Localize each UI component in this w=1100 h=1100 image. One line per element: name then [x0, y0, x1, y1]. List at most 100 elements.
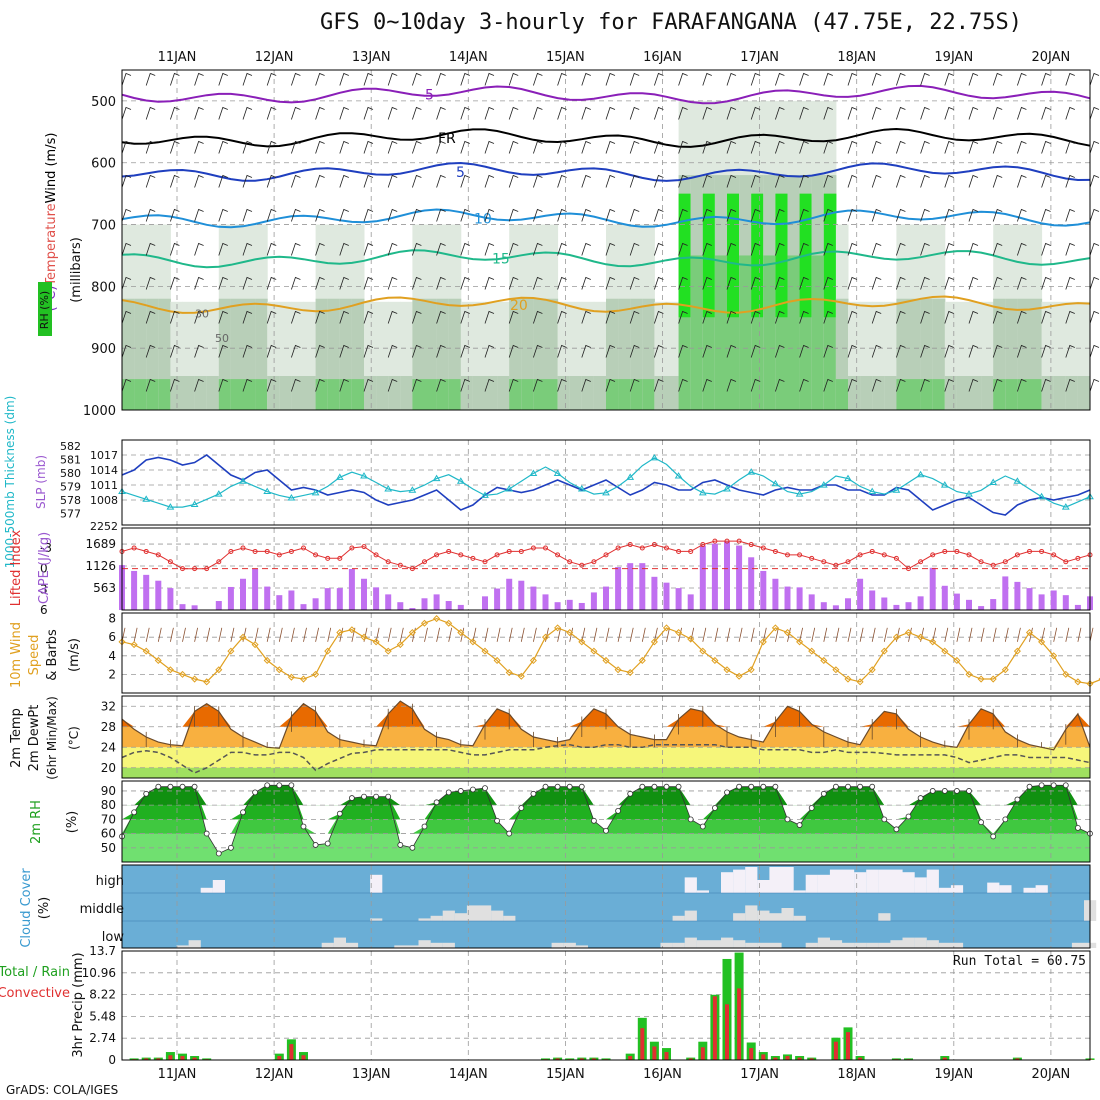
rh-marker	[1075, 824, 1081, 831]
precip-convective-bar	[192, 1057, 197, 1060]
wind-barb	[412, 378, 422, 392]
wind-barb	[944, 242, 954, 256]
wind-barb	[799, 140, 809, 154]
wind-barb	[750, 242, 761, 256]
wind-barb	[1065, 344, 1075, 358]
li-marker	[518, 548, 524, 554]
precip-tick-label: 0	[108, 1053, 116, 1067]
li-marker	[470, 555, 476, 561]
wind-barb	[896, 72, 906, 86]
temp-tick-label: 20	[101, 761, 116, 775]
temp-ylabel-2: 2m DewPt	[27, 705, 42, 772]
wind-barb	[920, 276, 930, 290]
cloud-high-bar	[854, 872, 867, 893]
wind-speed-marker	[941, 647, 949, 655]
thickness-marker	[577, 484, 586, 492]
slp-bottom-label: 2252	[90, 520, 118, 533]
cloud-middle-bar	[793, 915, 806, 921]
wind-barb	[194, 242, 204, 256]
wind-speed-marker	[711, 656, 719, 664]
rh-marker	[240, 809, 246, 816]
li-marker	[192, 566, 198, 572]
cape-bar	[905, 602, 912, 610]
isotherm-label: 10	[474, 211, 492, 227]
li-marker	[1063, 559, 1069, 565]
precip-convective-bar	[652, 1046, 657, 1060]
wind-barb	[315, 242, 325, 256]
wind-barb	[484, 106, 495, 120]
precip-convective-bar	[289, 1044, 294, 1060]
thickness-marker	[287, 494, 296, 501]
rh-marker	[639, 783, 646, 790]
precip-convective-bar	[785, 1056, 790, 1060]
li-marker	[131, 545, 137, 551]
wind-speed-marker	[880, 647, 888, 655]
cape-bar	[252, 569, 259, 610]
pressure-tick-label: 700	[91, 219, 116, 234]
wind-barb	[775, 344, 785, 358]
wind-barb	[363, 242, 374, 256]
cloud-low-bar	[708, 940, 722, 948]
wind-speed-marker	[602, 656, 610, 664]
rh-shade-70	[339, 379, 353, 410]
wind-barb	[944, 378, 954, 392]
cape-bar	[881, 597, 888, 610]
cloud-low-bar	[345, 942, 359, 948]
rh-marker	[941, 788, 948, 794]
thickness-marker	[626, 473, 635, 480]
wind-barb	[847, 276, 858, 290]
wind-barb	[871, 242, 882, 256]
cape-bar	[433, 594, 440, 610]
wind-barb	[920, 174, 930, 188]
temp-tick-label: 24	[101, 740, 116, 754]
wind-barb	[992, 276, 1003, 290]
li-marker	[918, 559, 924, 565]
cape-bar	[772, 578, 779, 610]
wind-barb	[678, 140, 688, 154]
wind-barb	[170, 344, 180, 358]
thickness-tick-label: 582	[60, 440, 81, 453]
rh-shade-50	[860, 376, 873, 410]
li-marker	[651, 542, 657, 548]
wind-barb	[968, 106, 979, 120]
li-marker	[240, 545, 246, 551]
cape-bar	[482, 596, 488, 610]
rh-tick-label: 50	[101, 841, 116, 855]
cape-bar	[131, 570, 138, 610]
wind-barb	[678, 72, 688, 86]
li-marker	[530, 545, 536, 551]
wind-barb	[291, 140, 301, 154]
cloud-high-bar	[842, 869, 855, 893]
rh-marker	[760, 783, 767, 790]
rh-shade-50	[364, 376, 377, 410]
wind-barb	[654, 344, 664, 358]
wind-barb	[412, 310, 422, 324]
li-marker	[881, 552, 887, 558]
wind-tick-label: 8	[108, 612, 116, 626]
li-marker	[143, 548, 149, 554]
wind-barb	[1089, 72, 1100, 86]
wind-barb	[242, 242, 253, 256]
li-marker	[482, 559, 488, 565]
cloud-middle-bar	[757, 910, 770, 921]
isotherm-line	[121, 208, 1091, 229]
li-marker	[1039, 548, 1045, 554]
wind-barb	[823, 106, 833, 120]
cape-bar	[603, 586, 609, 610]
rh-shade-50	[557, 376, 571, 410]
wind-speed-marker	[191, 675, 199, 683]
wind-barb	[629, 378, 640, 392]
rh-shade-70	[896, 379, 909, 410]
wind-barb	[799, 310, 809, 324]
wind-speed-marker	[808, 647, 816, 655]
wind-barb-10m	[1029, 627, 1033, 642]
li-tick-label: 3	[40, 582, 48, 596]
precip-frame	[121, 950, 1091, 1061]
wind-barb	[557, 140, 567, 154]
rh-marker	[155, 783, 162, 790]
wind-barb-10m	[641, 627, 646, 642]
wind-barb	[968, 72, 979, 86]
wind-barb	[218, 378, 228, 392]
wind-barb	[1041, 378, 1051, 392]
